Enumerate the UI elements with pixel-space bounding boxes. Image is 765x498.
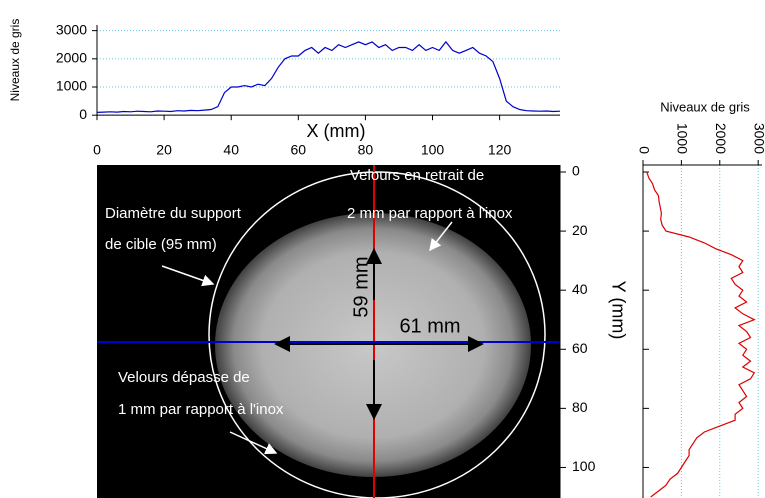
x-axis-title: X (mm) — [307, 121, 366, 141]
dimension-label: 59 mm — [350, 256, 372, 317]
pointer-arrow — [429, 221, 453, 252]
annotation: Velours dépasse de — [118, 369, 250, 386]
dimension-label: 61 mm — [399, 315, 460, 337]
y-tick-label: 80 — [572, 399, 588, 415]
x-tick-label: 3000 — [751, 123, 765, 154]
x-tick-label: 80 — [358, 142, 374, 158]
x-tick-label: 2000 — [713, 123, 729, 154]
y-tick-label: 20 — [572, 222, 588, 238]
annotation: 2 mm par rapport à l'inox — [347, 205, 513, 222]
x-tick-label: 100 — [421, 142, 445, 158]
annotation: Diamètre du support — [105, 205, 242, 222]
y-axis-title: Niveaux de gris — [8, 19, 22, 102]
y-tick-label: 60 — [572, 340, 588, 356]
y-tick-label: 100 — [572, 458, 596, 474]
y-tick-label: 0 — [572, 163, 580, 179]
y-tick-label: 3000 — [56, 21, 87, 37]
x-tick-label: 60 — [291, 142, 307, 158]
x-tick-label: 120 — [488, 142, 512, 158]
y-axis-title: Y (mm) — [608, 281, 628, 340]
annotation: 1 mm par rapport à l'inox — [118, 401, 284, 418]
sample-image: Velours en retrait de 2 mm par rapport à… — [97, 165, 560, 498]
profile-line — [646, 171, 756, 498]
x-tick-label: 40 — [223, 142, 239, 158]
pointer-arrow — [229, 431, 278, 455]
profile-line — [96, 40, 561, 113]
x-tick-label: 0 — [636, 146, 652, 154]
x-tick-label: 0 — [93, 142, 101, 158]
y-tick-label: 40 — [572, 281, 588, 297]
annotation: Velours en retrait de — [350, 167, 484, 184]
annotation: de cible (95 mm) — [105, 236, 217, 253]
x-axis-title: Niveaux de gris — [660, 99, 750, 114]
y-tick-label: 2000 — [56, 50, 87, 66]
y-tick-label: 1000 — [56, 78, 87, 94]
y-tick-label: 0 — [79, 106, 87, 122]
x-tick-label: 1000 — [675, 123, 691, 154]
support-outline — [208, 171, 546, 498]
x-tick-label: 20 — [156, 142, 172, 158]
pointer-arrow — [161, 265, 215, 287]
